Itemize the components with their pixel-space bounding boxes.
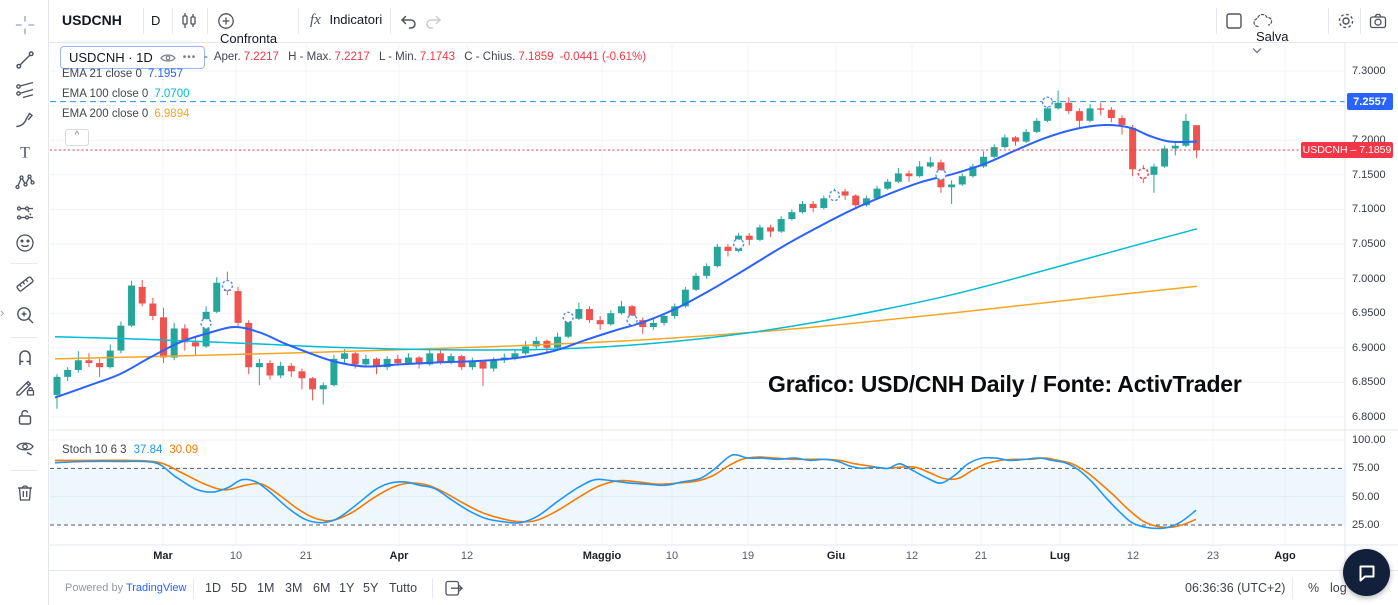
toolbar-separator [143, 8, 144, 34]
xabcd-pattern-icon[interactable] [13, 170, 37, 194]
zoom-in-icon[interactable] [13, 303, 37, 327]
eye-icon[interactable] [160, 53, 176, 63]
drawing-toolbar: T [0, 0, 49, 605]
percent-scale-button[interactable]: % [1308, 581, 1320, 595]
toolbar-divider [10, 263, 38, 264]
symbol-legend-box[interactable]: USDCNH · 1D ••• [60, 46, 206, 69]
brush-tool-icon[interactable] [13, 108, 37, 132]
footer-separator [193, 578, 194, 599]
camera-icon[interactable] [1368, 11, 1388, 31]
emoji-tool-icon[interactable] [13, 231, 37, 255]
log-scale-button[interactable]: log [1330, 581, 1347, 595]
ema200-legend[interactable]: EMA 200 close 0 6.9894 [62, 108, 190, 120]
toolbar-separator [172, 8, 173, 34]
range-5d-button[interactable]: 5D [231, 581, 247, 595]
legend-symbol-interval: USDCNH · 1D [69, 50, 153, 65]
panel-expand-arrow[interactable]: › [0, 305, 5, 320]
toolbar-separator [298, 8, 299, 34]
compare-button[interactable]: Confronta [216, 11, 277, 50]
trend-line-icon[interactable] [13, 48, 37, 72]
chat-bubble-button[interactable] [1343, 549, 1390, 596]
range-1d-button[interactable]: 1D [205, 581, 221, 595]
toolbar-separator [390, 8, 391, 34]
toolbar-divider [10, 337, 38, 338]
range-all-button[interactable]: Tutto [389, 581, 418, 595]
trash-icon[interactable] [13, 480, 37, 504]
symbol-button[interactable]: USDCNH [62, 12, 122, 28]
magnet-icon[interactable] [13, 345, 37, 369]
toolbar-separator [1216, 8, 1217, 34]
chevron-down-icon [1252, 47, 1299, 54]
toolbar-separator [207, 8, 208, 34]
indicators-button[interactable]: fx Indicatori [310, 12, 383, 28]
last-price-label: USDCNH – 7.1859 [1301, 141, 1393, 158]
range-1m-button[interactable]: 1M [257, 581, 275, 595]
lock-icon[interactable] [13, 405, 37, 429]
svg-text:T: T [20, 145, 30, 162]
collapse-legend-button[interactable]: ^ [65, 129, 89, 146]
candle-style-icon[interactable] [179, 11, 199, 31]
plus-circle-icon [216, 11, 277, 31]
range-6m-button[interactable]: 6M [313, 581, 331, 595]
ema21-legend[interactable]: EMA 21 close 0 7.1957 [62, 68, 184, 80]
ema100-legend[interactable]: EMA 100 close 0 7.0700 [62, 88, 190, 100]
clock[interactable]: 06:36:36 (UTC+2) [1185, 581, 1286, 595]
save-button[interactable]: Salva [1252, 13, 1299, 54]
lock-drawings-pencil-icon[interactable] [13, 375, 37, 399]
gear-icon[interactable] [1336, 11, 1356, 31]
measure-ruler-icon[interactable] [13, 272, 37, 296]
ohlc-readout: - Aper. 7.2217 H - Max. 7.2217 L - Min. 7.17… [204, 51, 647, 63]
crosshair-icon[interactable] [13, 13, 37, 37]
footer-separator [1292, 578, 1293, 599]
undo-icon[interactable] [398, 11, 418, 31]
redo-icon[interactable] [424, 11, 444, 31]
range-1y-button[interactable]: 1Y [339, 581, 355, 595]
fibonacci-tool-icon[interactable] [13, 78, 37, 102]
layout-square-icon[interactable] [1224, 11, 1244, 31]
legend-menu-dots-icon[interactable]: ••• [182, 52, 197, 63]
chat-icon [1356, 562, 1378, 584]
footer-separator [432, 578, 433, 599]
top-toolbar: USDCNH D Confronta fx Indicatori Sa [48, 0, 1398, 54]
toolbar-separator [1360, 8, 1361, 34]
level-price-label[interactable]: 7.2557 [1347, 93, 1393, 111]
projection-tool-icon[interactable] [13, 201, 37, 225]
hide-drawings-eye-icon[interactable] [13, 436, 37, 460]
bottom-toolbar: Powered by TradingView 1D 5D 1M 3M 6M 1Y… [48, 570, 1398, 605]
range-3m-button[interactable]: 3M [285, 581, 303, 595]
cloud-icon [1252, 13, 1299, 29]
toolbar-divider [10, 470, 38, 471]
toolbar-separator [1328, 8, 1329, 34]
interval-button[interactable]: D [151, 13, 161, 28]
range-5y-button[interactable]: 5Y [363, 581, 379, 595]
go-to-date-icon[interactable] [443, 578, 464, 599]
text-tool-icon[interactable]: T [13, 140, 37, 164]
powered-by[interactable]: Powered by TradingView [65, 582, 187, 594]
chart-caption: Grafico: USD/CNH Daily / Fonte: ActivTra… [768, 371, 1242, 397]
stochastic-legend[interactable]: Stoch 10 6 3 37.84 30.09 [62, 444, 199, 456]
